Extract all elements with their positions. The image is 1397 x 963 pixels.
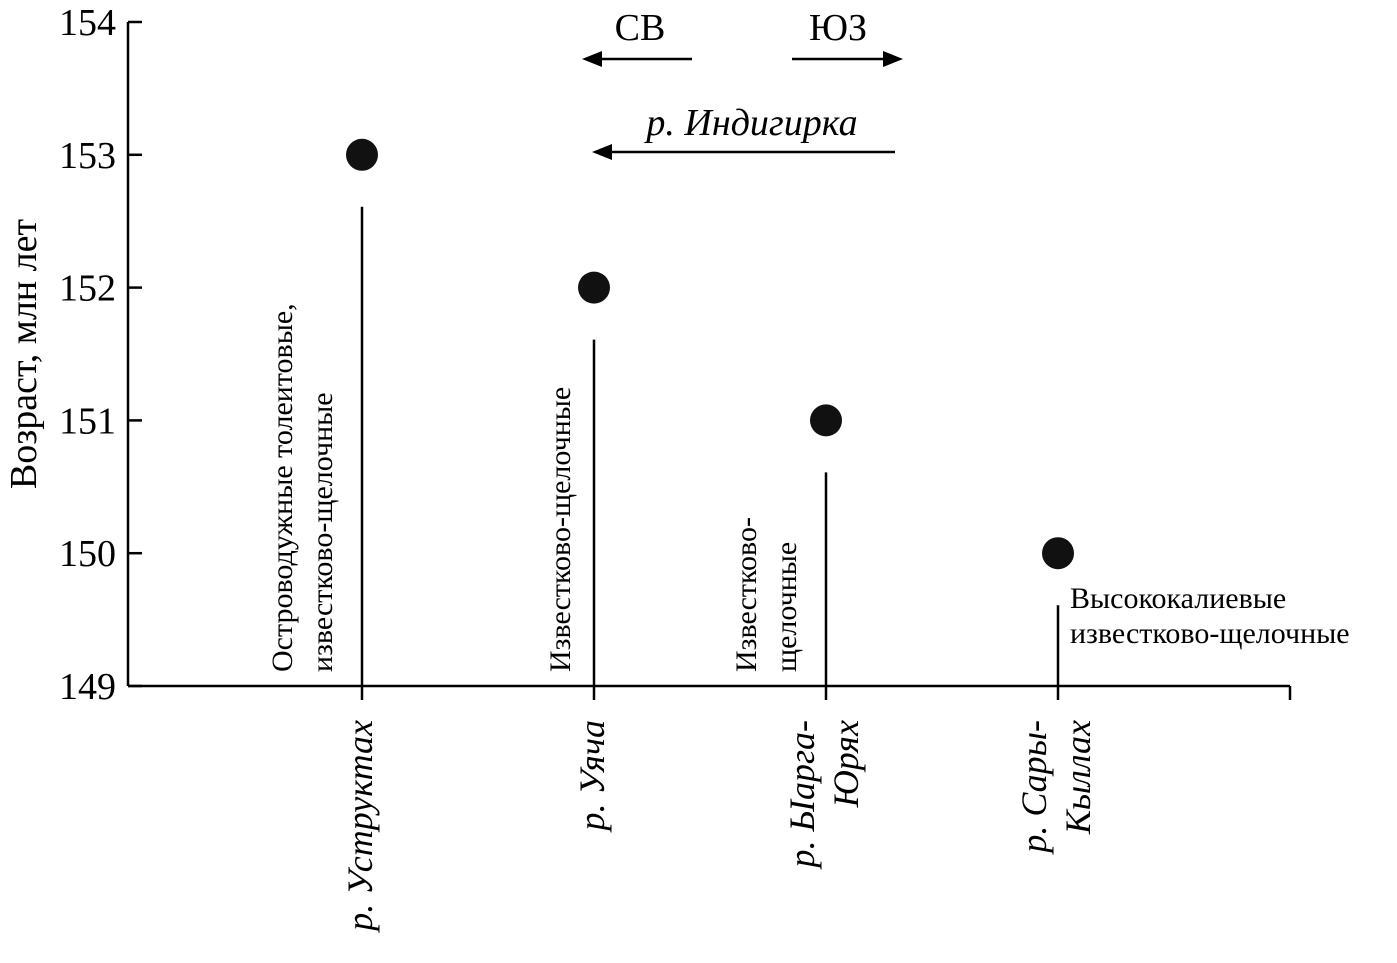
data-point [810, 404, 842, 437]
river-arrow [592, 144, 895, 160]
category-label: р. Уяча [572, 720, 612, 833]
annotation-label: Известково-щелочные [544, 387, 577, 672]
data-point [1042, 537, 1074, 570]
direction-left-arrow [582, 51, 692, 67]
direction-right-label: ЮЗ [809, 7, 867, 49]
direction-left-label: СВ [615, 7, 666, 49]
data-point [578, 271, 610, 304]
data-point [346, 138, 378, 171]
annotation-label: известково-щелочные [306, 392, 339, 672]
y-ticks: 149 150 151 152 153 154 [59, 2, 142, 708]
annotation-label: Известково- [730, 517, 763, 672]
y-tick-label: 151 [59, 400, 116, 442]
y-tick-label: 152 [59, 268, 116, 310]
y-tick-label: 149 [59, 666, 116, 708]
category-label: Кыллах [1058, 720, 1098, 835]
annotation-label: Островодужные толеитовые, [266, 303, 299, 672]
y-axis-label: Возраст, млн лет [3, 219, 45, 490]
category-label: р. Уструктах [340, 720, 380, 934]
annotation-label: известково-щелочные [1070, 617, 1350, 650]
y-tick-label: 154 [59, 2, 116, 44]
y-tick-label: 150 [59, 533, 116, 575]
annotation-label: Высококалиевые [1070, 582, 1286, 615]
direction-right-arrow [792, 51, 903, 67]
category-label: р. Ыарга- [782, 720, 822, 870]
annotation-label: щелочные [770, 542, 803, 672]
category-label: Юрях [826, 720, 866, 808]
y-tick-label: 153 [59, 135, 116, 177]
river-label: р. Индигирка [643, 102, 857, 144]
category-label: р. Сары- [1014, 720, 1054, 856]
